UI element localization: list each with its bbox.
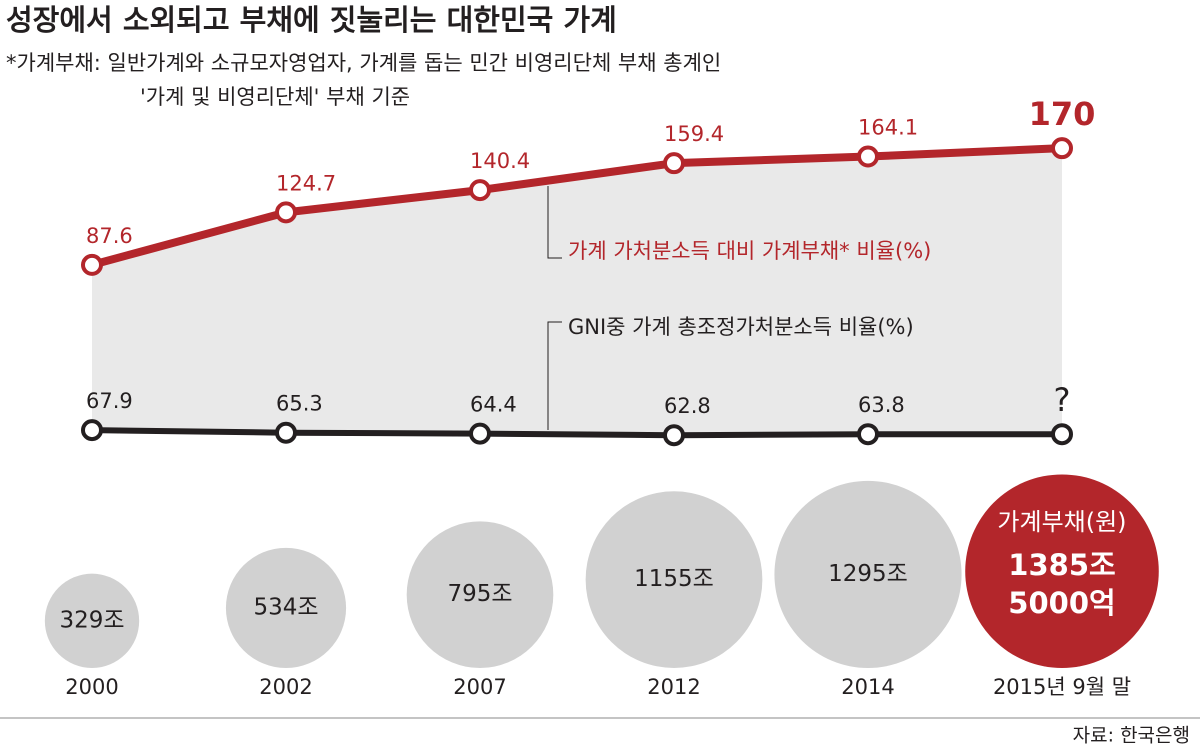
bubble <box>774 480 962 668</box>
note: '가계 및 비영리단체' 부채 기준 <box>140 85 410 109</box>
bubble-label: 1385조 5000억 <box>1008 548 1115 620</box>
data-label: 164.1 <box>858 116 918 140</box>
data-label: ? <box>1054 381 1071 419</box>
bubble <box>406 521 554 668</box>
bubble-label: 329조 <box>59 607 124 633</box>
point <box>857 145 879 168</box>
point <box>469 422 491 445</box>
data-label: 87.6 <box>86 224 133 248</box>
bubble <box>965 474 1159 668</box>
data-label: 124.7 <box>276 171 336 195</box>
title: 성장에서 소외되고 부채에 짓눌리는 대한민국 가계 <box>6 3 617 37</box>
point <box>81 419 103 442</box>
bubble <box>225 547 347 668</box>
bubble-label: 534조 <box>253 594 318 620</box>
leader <box>547 186 562 259</box>
bubble-label: 795조 <box>447 581 512 607</box>
point <box>275 421 297 444</box>
point <box>469 179 491 202</box>
note: *가계부채: 일반가계와 소규모자영업자, 가계를 돕는 민간 비영리단체 부채… <box>6 51 721 75</box>
x-tick-label: 2002 <box>259 675 312 699</box>
line <box>90 144 1063 269</box>
point <box>81 253 103 276</box>
x-tick-label: 2015년 9월 말 <box>993 675 1131 699</box>
bubble-label: 1295조 <box>828 561 908 587</box>
data-label: 67.9 <box>86 389 133 413</box>
unknown-point <box>1051 423 1073 446</box>
data-label: 63.8 <box>858 393 905 417</box>
data-label: 62.8 <box>664 394 711 418</box>
point <box>275 201 297 224</box>
data-label: 159.4 <box>664 122 724 146</box>
data-label: 64.4 <box>470 393 517 417</box>
source: 자료: 한국은행 <box>1073 725 1190 747</box>
x-tick-label: 2007 <box>453 675 506 699</box>
point <box>1051 137 1073 160</box>
data-label: 140.4 <box>470 149 530 173</box>
series-label: GNI중 가계 총조정가처분소득 비율(%) <box>568 315 914 339</box>
data-label: 170 <box>1029 95 1096 133</box>
x-tick-label: 2000 <box>65 675 118 699</box>
point <box>663 152 685 175</box>
x-tick-label: 2012 <box>647 675 700 699</box>
bubble-title: 가계부채(원) <box>997 508 1126 536</box>
series-label: 가계 가처분소득 대비 가계부채* 비율(%) <box>568 239 931 263</box>
band-fill <box>92 148 1062 436</box>
bubble-label: 1155조 <box>634 566 714 592</box>
point <box>663 424 685 447</box>
data-label: 65.3 <box>276 392 323 416</box>
bubble <box>44 573 140 668</box>
x-tick-label: 2014 <box>841 675 894 699</box>
leader <box>547 321 562 430</box>
bubble <box>585 491 763 668</box>
point <box>857 423 879 446</box>
